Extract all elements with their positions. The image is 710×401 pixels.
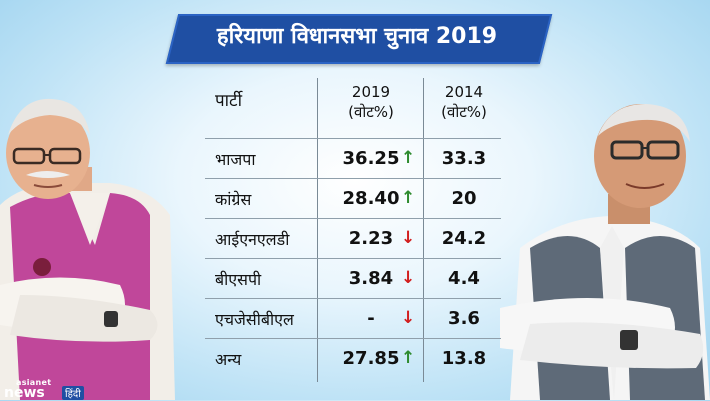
column-divider (317, 78, 318, 382)
row-divider (205, 138, 501, 139)
vote-2019: 27.85 (342, 348, 400, 369)
up-arrow-icon: ↑ (401, 188, 416, 208)
vote-2014: 24.2 (441, 228, 487, 249)
header-2019-year: 2019 (351, 83, 391, 101)
vote-2019: 28.40 (342, 188, 400, 209)
vote-2019: 2.23 (348, 228, 394, 249)
left-person-photo (0, 98, 175, 400)
page-title: हरियाणा विधानसभा चुनाव 2019 (216, 24, 498, 49)
header-2014: 2014 (वोट%) (427, 82, 501, 122)
vote-2019: - (367, 308, 375, 329)
vote-2014: 13.8 (441, 348, 487, 369)
asianet-news-logo: asianet news हिंदी (2, 378, 94, 401)
row-divider (205, 298, 501, 299)
row-divider (205, 218, 501, 219)
row-divider (205, 258, 501, 259)
down-arrow-icon: ↓ (401, 308, 416, 328)
vote-2014: 33.3 (441, 148, 487, 169)
party-name: एचजेसीबीएल (215, 310, 294, 329)
party-name: आईएनएलडी (215, 230, 290, 249)
vote-2014: 4.4 (448, 268, 480, 289)
header-2014-unit: (वोट%) (441, 103, 487, 121)
logo-main-text: news (4, 385, 45, 401)
down-arrow-icon: ↓ (401, 268, 416, 288)
row-divider (205, 338, 501, 339)
row-divider (205, 178, 501, 179)
logo-top-text: asianet (16, 378, 52, 387)
party-name: अन्य (215, 350, 242, 369)
party-name: कांग्रेस (215, 190, 252, 209)
down-arrow-icon: ↓ (401, 228, 416, 248)
header-2019-unit: (वोट%) (348, 103, 394, 121)
header-2019: 2019 (वोट%) (330, 82, 412, 122)
party-name: बीएसपी (215, 270, 262, 289)
up-arrow-icon: ↑ (401, 148, 416, 168)
right-person-photo (500, 104, 710, 400)
header-party: पार्टी (215, 91, 243, 111)
logo-hindi-text: हिंदी (62, 386, 84, 400)
party-name: भाजपा (215, 150, 256, 169)
header-2014-year: 2014 (444, 83, 484, 101)
column-divider (423, 78, 424, 382)
vote-2014: 3.6 (448, 308, 480, 329)
vote-share-table: पार्टी 2019 (वोट%) 2014 (वोट%) भाजपा 36.… (205, 78, 505, 384)
vote-2019: 36.25 (342, 148, 400, 169)
vote-2019: 3.84 (348, 268, 394, 289)
vote-2014: 20 (451, 188, 477, 209)
up-arrow-icon: ↑ (401, 348, 416, 368)
